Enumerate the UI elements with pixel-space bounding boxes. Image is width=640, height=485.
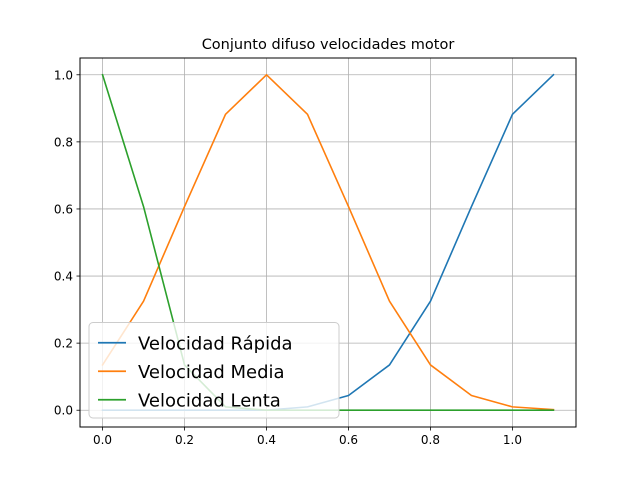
y-tick-label: 0.4 [54,270,73,284]
x-tick-label: 0.0 [93,433,112,447]
y-tick-label: 0.8 [54,135,73,149]
series-line [101,73,555,411]
y-tick-label: 0.6 [54,202,73,216]
x-tick-label: 0.2 [175,433,194,447]
legend: Velocidad Rápida Velocidad Media Velocidad… [88,322,340,419]
chart-title: Conjunto difuso velocidades motor [202,37,455,53]
axes-frame [79,57,577,428]
legend-label: Velocidad Media [138,362,285,383]
ticks: 0.0 0.2 0.4 0.6 0.8 1.0 0.0 0.2 0.4 0.6 0.8 1.0 [54,68,522,447]
x-tick-label: 0.8 [421,433,440,447]
y-tick-label: 0.2 [54,337,73,351]
legend-box [88,322,340,419]
legend-label: Velocidad Rápida [138,333,293,354]
x-tick-label: 0.4 [257,433,276,447]
y-tick-label: 0.0 [54,404,73,418]
x-tick-label: 0.6 [339,433,358,447]
y-tick-label: 1.0 [54,68,73,82]
legend-label: Velocidad Lenta [138,390,281,411]
x-tick-label: 1.0 [503,433,522,447]
